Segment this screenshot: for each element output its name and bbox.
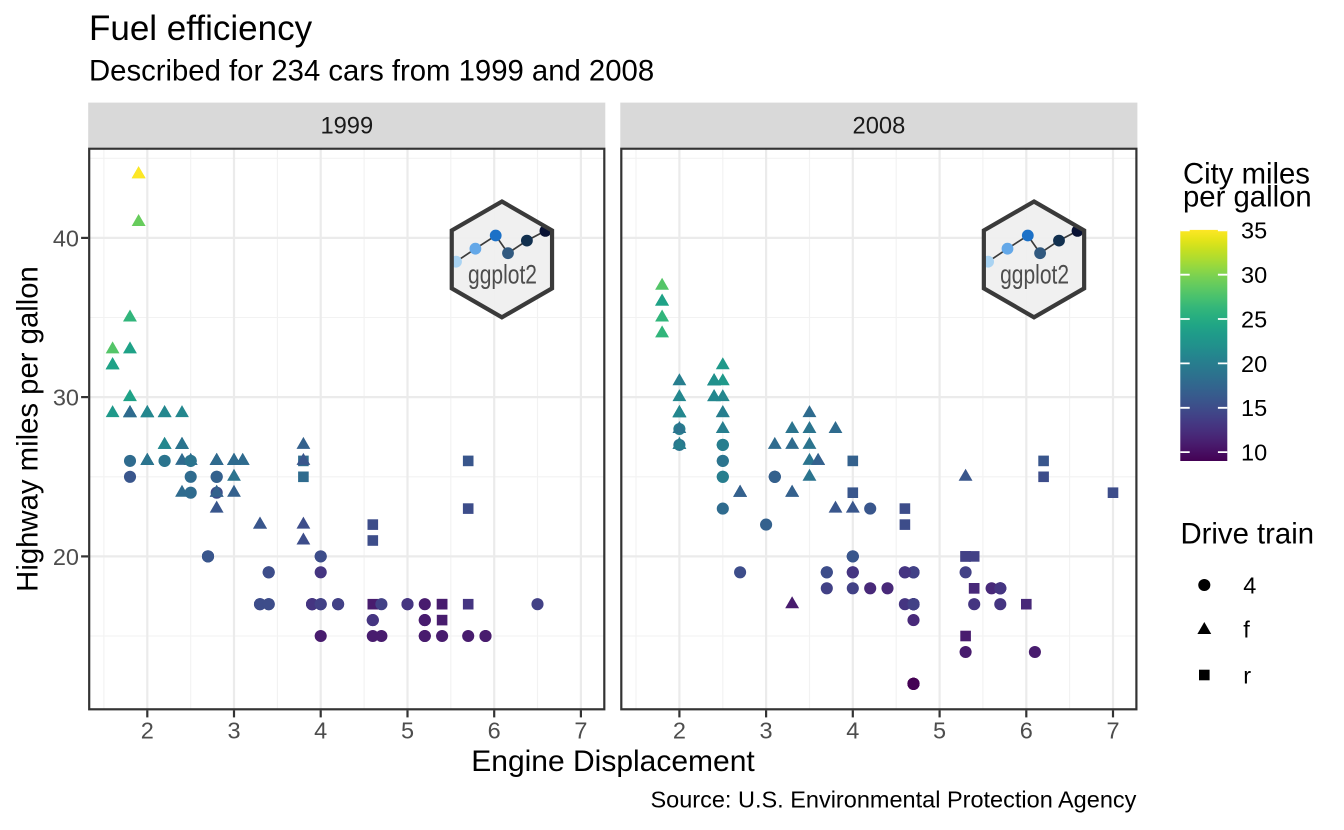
- svg-text:3: 3: [760, 718, 773, 744]
- svg-text:2008: 2008: [853, 114, 906, 140]
- svg-text:Source: U.S. Environmental Pro: Source: U.S. Environmental Protection Ag…: [650, 786, 1136, 812]
- svg-text:6: 6: [488, 718, 501, 744]
- svg-text:f: f: [1243, 617, 1250, 643]
- svg-text:10: 10: [1241, 440, 1267, 466]
- svg-text:4: 4: [1243, 572, 1256, 598]
- svg-text:4: 4: [846, 718, 859, 744]
- svg-text:Described for 234 cars from 19: Described for 234 cars from 1999 and 200…: [89, 55, 654, 88]
- svg-text:30: 30: [1241, 262, 1267, 288]
- svg-text:2: 2: [141, 718, 154, 744]
- svg-text:2: 2: [673, 718, 686, 744]
- svg-text:7: 7: [574, 718, 587, 744]
- svg-text:Fuel efficiency: Fuel efficiency: [89, 9, 313, 48]
- svg-text:r: r: [1243, 662, 1251, 688]
- svg-text:Drive train: Drive train: [1181, 518, 1315, 551]
- svg-text:ggplot2: ggplot2: [1000, 260, 1069, 290]
- svg-text:5: 5: [401, 718, 414, 744]
- svg-text:5: 5: [933, 718, 946, 744]
- svg-text:15: 15: [1241, 395, 1267, 421]
- svg-text:40: 40: [53, 225, 79, 251]
- svg-text:Engine Displacement: Engine Displacement: [471, 745, 755, 778]
- svg-text:per gallon: per gallon: [1183, 181, 1312, 214]
- svg-text:20: 20: [1241, 351, 1267, 377]
- svg-text:1999: 1999: [320, 114, 373, 140]
- svg-text:4: 4: [314, 718, 327, 744]
- svg-text:Highway miles per gallon: Highway miles per gallon: [12, 266, 45, 592]
- svg-text:City miles: City miles: [1183, 157, 1310, 190]
- svg-text:30: 30: [53, 385, 79, 411]
- svg-text:6: 6: [1020, 718, 1033, 744]
- svg-text:20: 20: [53, 544, 79, 570]
- svg-text:35: 35: [1241, 218, 1267, 244]
- svg-text:3: 3: [227, 718, 240, 744]
- svg-text:7: 7: [1106, 718, 1119, 744]
- svg-text:25: 25: [1241, 306, 1267, 332]
- svg-text:ggplot2: ggplot2: [468, 260, 537, 290]
